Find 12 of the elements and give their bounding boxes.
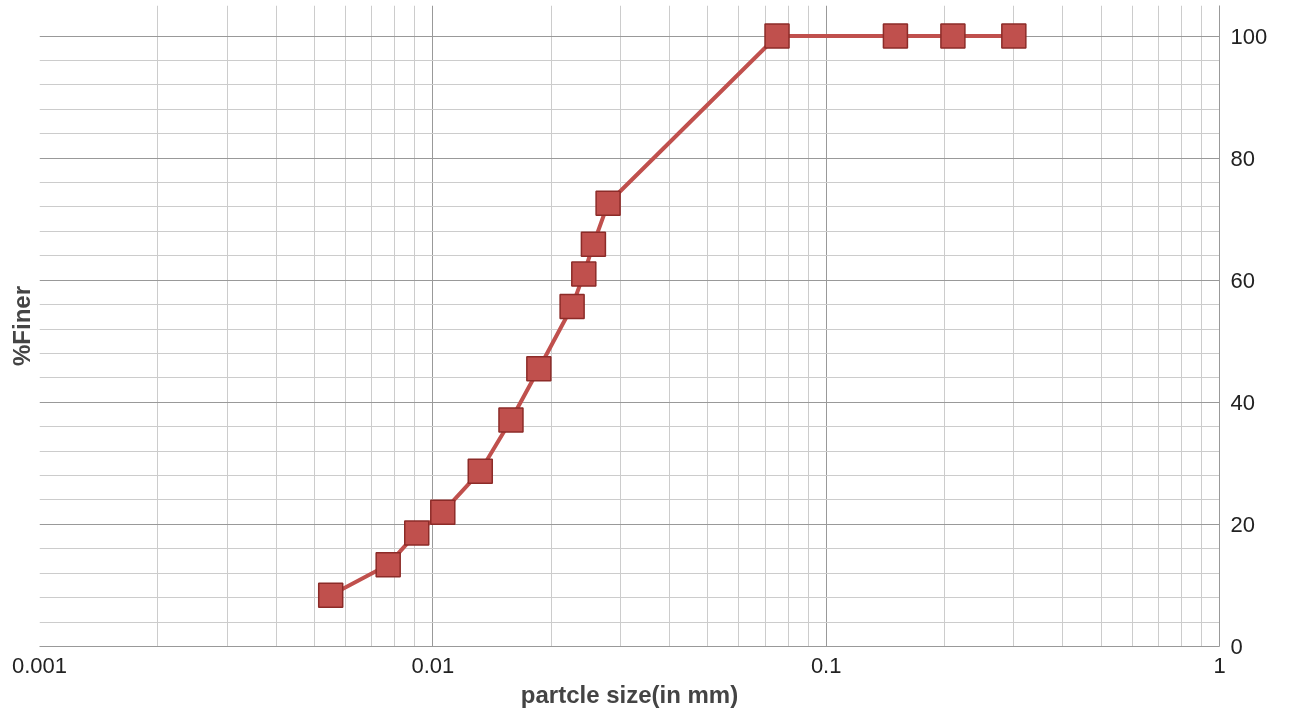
y-tick-label: 20 [1230, 511, 1255, 537]
y-axis-title: %Finer [7, 285, 35, 367]
x-tick-label: 1 [1213, 652, 1226, 678]
x-tick-label: 0.01 [411, 652, 455, 678]
y-tick-label: 100 [1230, 23, 1268, 49]
y-tick-label: 60 [1230, 267, 1255, 293]
x-tick-label: 0.001 [11, 652, 68, 678]
y-tick-label: 80 [1230, 145, 1255, 171]
y-tick-label: 40 [1230, 389, 1255, 415]
x-axis-title: partcle size(in mm) [520, 680, 739, 708]
y-tick-label: 0 [1230, 634, 1243, 659]
x-tick-label: 0.1 [810, 652, 842, 678]
